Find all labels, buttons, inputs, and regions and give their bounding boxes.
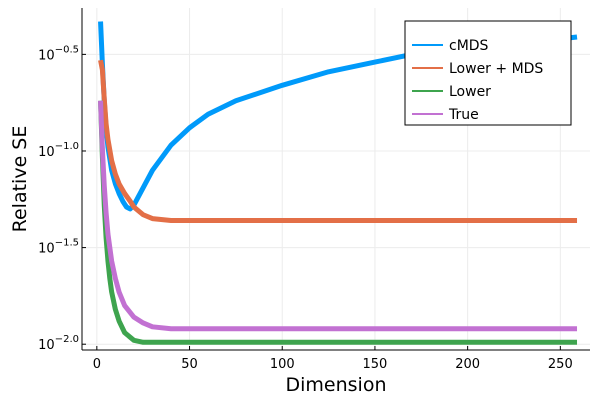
series-line-lower-mds [98,59,578,224]
y-axis-label: Relative SE [9,126,31,233]
x-tick-label: 0 [93,357,101,372]
x-tick-label: 150 [363,357,388,372]
legend-label: cMDS [449,38,489,54]
x-tick-label: 250 [548,357,573,372]
series-line-true [98,100,578,332]
legend-label: True [448,107,479,123]
x-tick-label: 100 [270,357,295,372]
x-tick-label: 50 [181,357,198,372]
y-tick-label: 10−1.0 [38,141,79,160]
axes [81,8,590,351]
legend-label: Lower [449,84,491,100]
ticks: 0 50 100 150 200 250 10−2.0 10−1.5 10−1.0 10−0.5 [38,44,573,372]
y-tick-label: 10−0.5 [38,44,79,63]
legend: cMDS Lower + MDS Lower True [404,20,572,126]
legend-label: Lower + MDS [449,61,543,77]
y-tick-label: 10−1.5 [38,238,79,257]
series-line-lower [98,100,578,345]
legend-box [404,20,572,126]
y-tick-label: 10−2.0 [38,334,79,353]
x-axis-label: Dimension [286,374,387,396]
series-lines [98,21,578,345]
x-tick-label: 200 [455,357,480,372]
